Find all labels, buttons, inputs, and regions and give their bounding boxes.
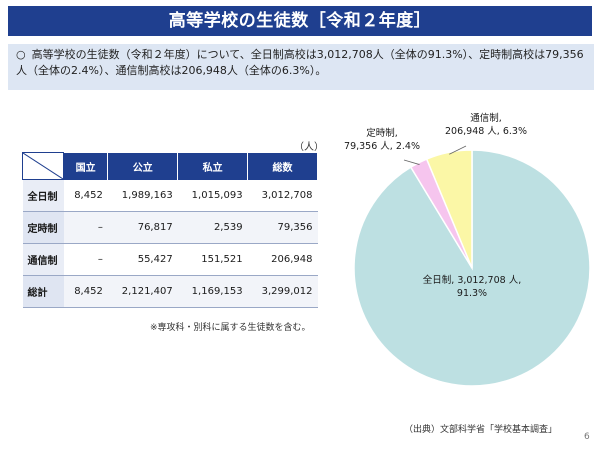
- table-cell: 8,452: [63, 179, 108, 212]
- pie-label-2-line2: 79,356 人, 2.4%: [344, 141, 420, 152]
- pie-slice-3: [425, 149, 473, 269]
- pie-label-1-line1: 全日制, 3,012,708 人,: [423, 274, 521, 286]
- table-cell: 1,989,163: [107, 179, 178, 212]
- summary-box: ○ 高等学校の生徒数（令和２年度）について、全日制高校は3,012,708人（全体…: [8, 44, 594, 90]
- table-header-row: 国立 公立 私立 総数: [22, 152, 318, 180]
- pie-label-2-line1: 定時制,: [366, 127, 398, 139]
- pie-leader-lines: [403, 145, 467, 165]
- row-label: 全日制: [22, 179, 64, 212]
- table-cell: 151,521: [177, 243, 248, 276]
- col-header-private: 私立: [177, 152, 249, 180]
- student-count-table: 国立 公立 私立 総数 全日制 8,452 1,989,163 1,015,09…: [22, 152, 318, 308]
- table-cell: –: [63, 243, 108, 276]
- table-cell: 76,817: [107, 211, 178, 244]
- summary-bullet: ○: [16, 48, 26, 61]
- page-title: 高等学校の生徒数［令和２年度］: [8, 6, 592, 36]
- table-cell: 3,012,708: [247, 179, 318, 212]
- pie-label-1-line2: 91.3%: [457, 288, 487, 299]
- table-corner-cell: [22, 152, 64, 180]
- row-label: 通信制: [22, 243, 64, 276]
- table-cell: 3,299,012: [247, 275, 318, 308]
- pie-slices: [353, 149, 591, 387]
- col-header-total: 総数: [247, 152, 318, 180]
- table-footnote: ※専攻科・別科に属する生徒数を含む。: [150, 323, 311, 333]
- table-row: 総計 8,452 2,121,407 1,169,153 3,299,012: [22, 275, 318, 308]
- table-cell: 206,948: [247, 243, 318, 276]
- table-cell: 1,169,153: [177, 275, 248, 308]
- table-cell: 55,427: [107, 243, 178, 276]
- source-citation: （出典）文部科学省「学校基本調査」: [404, 425, 558, 435]
- table-unit: （人）: [294, 142, 324, 153]
- corner-diagonal: [23, 153, 63, 179]
- pie-label-3-line2: 206,948 人, 6.3%: [445, 126, 527, 137]
- leader-line-3: [449, 145, 467, 155]
- leader-line-2: [403, 159, 420, 165]
- row-label: 総計: [22, 275, 64, 308]
- pie-labels: 全日制, 3,012,708 人, 91.3% 定時制, 79,356 人, 2.4%…: [344, 112, 527, 299]
- table-cell: 2,121,407: [107, 275, 178, 308]
- col-header-public: 公立: [107, 152, 179, 180]
- table-row: 定時制 – 76,817 2,539 79,356: [22, 211, 318, 244]
- summary-text: 高等学校の生徒数（令和２年度）について、全日制高校は3,012,708人（全体の…: [16, 48, 584, 77]
- col-header-national: 国立: [63, 152, 109, 180]
- table-cell: 2,539: [177, 211, 248, 244]
- table-row: 通信制 – 55,427 151,521 206,948: [22, 243, 318, 276]
- pie-label-3-line1: 通信制,: [470, 112, 502, 124]
- table-cell: –: [63, 211, 108, 244]
- row-label: 定時制: [22, 211, 64, 244]
- page-number: 6: [584, 432, 590, 442]
- table-cell: 79,356: [247, 211, 318, 244]
- table-row: 全日制 8,452 1,989,163 1,015,093 3,012,708: [22, 179, 318, 212]
- table-cell: 1,015,093: [177, 179, 248, 212]
- table-cell: 8,452: [63, 275, 108, 308]
